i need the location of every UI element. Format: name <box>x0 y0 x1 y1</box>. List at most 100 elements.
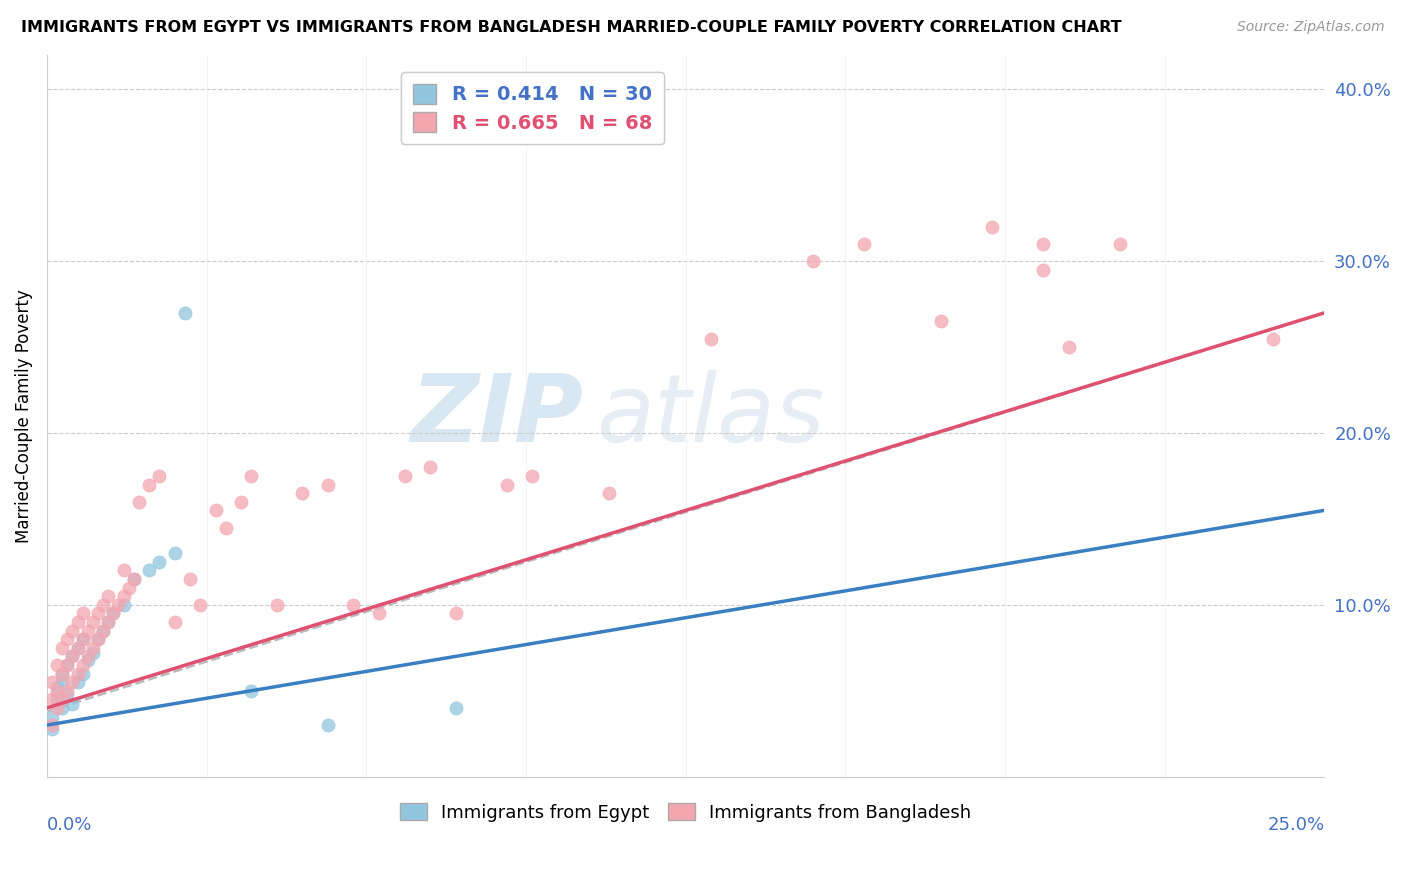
Point <box>41 709 63 723</box>
Point <box>56 632 79 647</box>
Text: Source: ZipAtlas.com: Source: ZipAtlas.com <box>1237 20 1385 34</box>
Point <box>122 572 145 586</box>
Point <box>82 646 104 660</box>
Point <box>51 692 73 706</box>
Point <box>51 666 73 681</box>
Point <box>91 624 114 638</box>
Point <box>138 477 160 491</box>
Point <box>853 237 876 252</box>
Point <box>204 503 226 517</box>
Point <box>66 615 89 629</box>
Point <box>66 640 89 655</box>
Point <box>1263 332 1285 346</box>
Point <box>1057 340 1080 354</box>
Point <box>87 632 110 647</box>
Point <box>46 681 69 695</box>
Text: 25.0%: 25.0% <box>1267 816 1324 834</box>
Point <box>51 640 73 655</box>
Point <box>66 666 89 681</box>
Point <box>51 675 73 690</box>
Point <box>1032 237 1054 252</box>
Point <box>215 520 238 534</box>
Point <box>91 598 114 612</box>
Point <box>1109 237 1132 252</box>
Point <box>56 687 79 701</box>
Point <box>419 460 441 475</box>
Y-axis label: Married-Couple Family Poverty: Married-Couple Family Poverty <box>15 289 32 542</box>
Point <box>41 675 63 690</box>
Point <box>82 615 104 629</box>
Point <box>56 657 79 672</box>
Point <box>62 698 84 712</box>
Point <box>316 718 339 732</box>
Point <box>495 477 517 491</box>
Point <box>87 607 110 621</box>
Point <box>138 564 160 578</box>
Point <box>700 332 723 346</box>
Point <box>97 589 120 603</box>
Point <box>291 486 314 500</box>
Point <box>118 581 141 595</box>
Point <box>51 701 73 715</box>
Point <box>598 486 620 500</box>
Point <box>62 624 84 638</box>
Point <box>112 564 135 578</box>
Point <box>46 692 69 706</box>
Point <box>97 615 120 629</box>
Point <box>368 607 391 621</box>
Point <box>929 314 952 328</box>
Point <box>522 469 544 483</box>
Point <box>91 624 114 638</box>
Point <box>76 624 98 638</box>
Point <box>72 632 94 647</box>
Point <box>173 306 195 320</box>
Point <box>72 657 94 672</box>
Point <box>128 495 150 509</box>
Point <box>46 683 69 698</box>
Point <box>76 653 98 667</box>
Point <box>103 607 125 621</box>
Point <box>41 718 63 732</box>
Point <box>66 675 89 690</box>
Point <box>87 632 110 647</box>
Point <box>163 615 186 629</box>
Point <box>148 469 170 483</box>
Text: 0.0%: 0.0% <box>46 816 93 834</box>
Point <box>179 572 201 586</box>
Point <box>62 649 84 664</box>
Point <box>97 615 120 629</box>
Point <box>240 469 263 483</box>
Point <box>62 649 84 664</box>
Point <box>103 607 125 621</box>
Point <box>41 692 63 706</box>
Point <box>803 254 825 268</box>
Point <box>107 598 129 612</box>
Point <box>112 589 135 603</box>
Point <box>62 675 84 690</box>
Point <box>148 555 170 569</box>
Point <box>394 469 416 483</box>
Point <box>41 722 63 736</box>
Point <box>316 477 339 491</box>
Point <box>72 632 94 647</box>
Point <box>342 598 364 612</box>
Point <box>444 607 467 621</box>
Point <box>82 640 104 655</box>
Point <box>56 657 79 672</box>
Point <box>981 219 1004 234</box>
Point <box>240 683 263 698</box>
Legend: R = 0.414   N = 30, R = 0.665   N = 68: R = 0.414 N = 30, R = 0.665 N = 68 <box>401 72 664 145</box>
Point <box>76 649 98 664</box>
Point <box>56 683 79 698</box>
Point <box>46 701 69 715</box>
Point <box>51 666 73 681</box>
Point <box>122 572 145 586</box>
Point <box>266 598 288 612</box>
Point <box>72 607 94 621</box>
Text: atlas: atlas <box>596 370 824 461</box>
Point <box>229 495 252 509</box>
Point <box>444 701 467 715</box>
Point <box>188 598 211 612</box>
Point <box>66 640 89 655</box>
Text: IMMIGRANTS FROM EGYPT VS IMMIGRANTS FROM BANGLADESH MARRIED-COUPLE FAMILY POVERT: IMMIGRANTS FROM EGYPT VS IMMIGRANTS FROM… <box>21 20 1122 35</box>
